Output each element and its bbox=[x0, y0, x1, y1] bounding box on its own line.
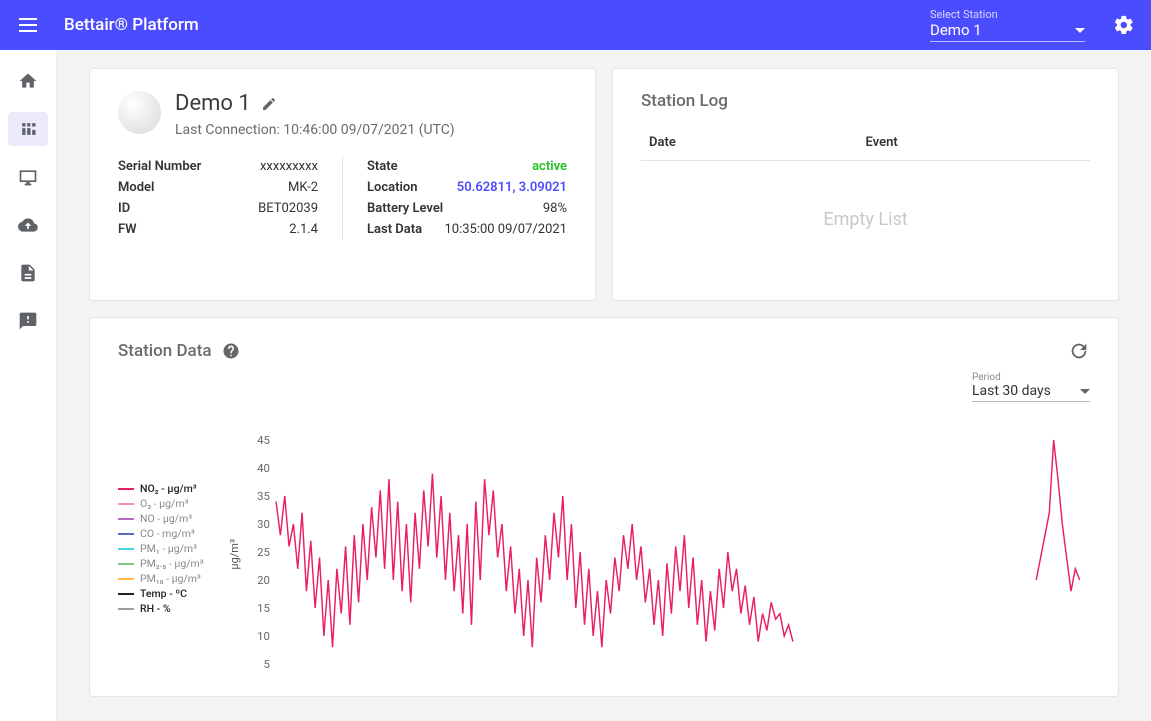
location-value[interactable]: 50.62811, 3.09021 bbox=[457, 180, 567, 195]
log-col-event: Event bbox=[866, 135, 1083, 150]
y-axis-label: µg/m³ bbox=[228, 539, 241, 570]
svg-text:30: 30 bbox=[257, 518, 270, 531]
sidebar-item-dashboard[interactable] bbox=[8, 112, 48, 146]
sidebar-item-alerts[interactable] bbox=[8, 304, 48, 338]
legend-label: O₃ - µg/m³ bbox=[140, 497, 188, 510]
sidebar-item-home[interactable] bbox=[8, 64, 48, 98]
chart-svg: 5 10 15 20 25 30 35 40 45 bbox=[243, 434, 1090, 674]
legend-label: CO - mg/m³ bbox=[140, 527, 195, 540]
period-value-text: Last 30 days bbox=[972, 383, 1051, 399]
station-avatar bbox=[118, 91, 161, 134]
legend-label: NO₂ - µg/m³ bbox=[140, 482, 197, 495]
legend-item[interactable]: PM₁₀ - µg/m³ bbox=[118, 572, 228, 585]
battery-value: 98% bbox=[543, 201, 567, 216]
fw-label: FW bbox=[118, 222, 137, 237]
legend-item[interactable]: NO₂ - µg/m³ bbox=[118, 482, 228, 495]
period-value[interactable]: Last 30 days bbox=[972, 383, 1090, 402]
legend-label: RH - % bbox=[140, 602, 171, 615]
period-label: Period bbox=[972, 372, 1090, 383]
svg-text:35: 35 bbox=[257, 490, 270, 503]
station-select-text: Demo 1 bbox=[930, 21, 982, 39]
sidebar-item-document[interactable] bbox=[8, 256, 48, 290]
fw-value: 2.1.4 bbox=[289, 222, 318, 237]
info-col-left: Serial Number xxxxxxxxx Model MK-2 ID BET02… bbox=[118, 156, 343, 240]
svg-text:45: 45 bbox=[257, 434, 270, 447]
legend-swatch bbox=[118, 488, 134, 490]
state-value: active bbox=[532, 159, 567, 174]
legend-item[interactable]: O₃ - µg/m³ bbox=[118, 497, 228, 510]
battery-label: Battery Level bbox=[367, 201, 443, 216]
location-label: Location bbox=[367, 180, 418, 195]
id-value: BET02039 bbox=[258, 201, 318, 216]
station-data-card: Station Data Period Last 30 days NO₂ - µ… bbox=[89, 317, 1119, 697]
legend-item[interactable]: NO - µg/m³ bbox=[118, 512, 228, 525]
lastdata-value: 10:35:00 09/07/2021 bbox=[444, 222, 567, 237]
shell: Demo 1 Last Connection: 10:46:00 09/07/2… bbox=[0, 50, 1151, 721]
model-value: MK-2 bbox=[288, 180, 318, 195]
id-label: ID bbox=[118, 201, 130, 216]
legend-swatch bbox=[118, 533, 134, 535]
station-name: Demo 1 bbox=[175, 91, 251, 116]
station-info-card: Demo 1 Last Connection: 10:46:00 09/07/2… bbox=[89, 68, 596, 301]
legend-item[interactable]: CO - mg/m³ bbox=[118, 527, 228, 540]
legend-swatch bbox=[118, 593, 134, 595]
model-label: Model bbox=[118, 180, 154, 195]
legend-item[interactable]: PM₂.₅ - µg/m³ bbox=[118, 557, 228, 570]
log-title: Station Log bbox=[641, 91, 1090, 111]
svg-text:25: 25 bbox=[257, 546, 270, 559]
menu-icon[interactable] bbox=[16, 13, 40, 37]
legend-swatch bbox=[118, 578, 134, 580]
legend-swatch bbox=[118, 518, 134, 520]
svg-text:5: 5 bbox=[263, 658, 269, 671]
log-col-date: Date bbox=[649, 135, 866, 150]
legend-item[interactable]: RH - % bbox=[118, 602, 228, 615]
edit-icon[interactable] bbox=[261, 96, 277, 112]
legend-swatch bbox=[118, 563, 134, 565]
lastdata-label: Last Data bbox=[367, 222, 422, 237]
sidebar-item-cloud[interactable] bbox=[8, 208, 48, 242]
legend-item[interactable]: PM₁ - µg/m³ bbox=[118, 542, 228, 555]
legend-swatch bbox=[118, 548, 134, 550]
chart-area: NO₂ - µg/m³ O₃ - µg/m³ NO - µg/m³ CO - mg/m… bbox=[118, 434, 1090, 674]
period-select[interactable]: Period Last 30 days bbox=[972, 372, 1090, 402]
legend-item[interactable]: Temp - ºC bbox=[118, 587, 228, 600]
legend-label: PM₂.₅ - µg/m³ bbox=[140, 557, 204, 570]
info-col-right: State active Location 50.62811, 3.09021 Ba… bbox=[343, 156, 567, 240]
brand-title: Bettair® Platform bbox=[64, 15, 930, 35]
station-select-label: Select Station bbox=[930, 8, 1085, 21]
station-select[interactable]: Select Station Demo 1 bbox=[930, 8, 1085, 42]
log-empty: Empty List bbox=[641, 161, 1090, 278]
legend-swatch bbox=[118, 503, 134, 505]
chart-legend: NO₂ - µg/m³ O₃ - µg/m³ NO - µg/m³ CO - mg/m… bbox=[118, 434, 228, 674]
sidebar bbox=[0, 50, 57, 721]
settings-icon[interactable] bbox=[1113, 14, 1135, 36]
help-icon[interactable] bbox=[222, 342, 240, 360]
station-log-card: Station Log Date Event Empty List bbox=[612, 68, 1119, 301]
legend-label: PM₁₀ - µg/m³ bbox=[140, 572, 201, 585]
refresh-icon[interactable] bbox=[1068, 340, 1090, 362]
chevron-down-icon bbox=[1080, 389, 1090, 394]
station-select-value[interactable]: Demo 1 bbox=[930, 21, 1085, 42]
svg-text:20: 20 bbox=[257, 574, 270, 587]
data-title: Station Data bbox=[118, 341, 212, 361]
sidebar-item-devices[interactable] bbox=[8, 160, 48, 194]
chevron-down-icon bbox=[1075, 28, 1085, 33]
state-label: State bbox=[367, 159, 398, 174]
svg-text:40: 40 bbox=[257, 462, 270, 475]
svg-text:15: 15 bbox=[257, 602, 270, 615]
serial-label: Serial Number bbox=[118, 159, 201, 174]
svg-text:10: 10 bbox=[257, 630, 270, 643]
legend-swatch bbox=[118, 608, 134, 610]
main-content: Demo 1 Last Connection: 10:46:00 09/07/2… bbox=[57, 50, 1151, 721]
last-connection: Last Connection: 10:46:00 09/07/2021 (UT… bbox=[175, 122, 455, 138]
legend-label: NO - µg/m³ bbox=[140, 512, 192, 525]
log-header: Date Event bbox=[641, 129, 1090, 161]
top-bar: Bettair® Platform Select Station Demo 1 bbox=[0, 0, 1151, 50]
serial-value: xxxxxxxxx bbox=[260, 159, 318, 174]
legend-label: Temp - ºC bbox=[140, 587, 187, 600]
legend-label: PM₁ - µg/m³ bbox=[140, 542, 197, 555]
